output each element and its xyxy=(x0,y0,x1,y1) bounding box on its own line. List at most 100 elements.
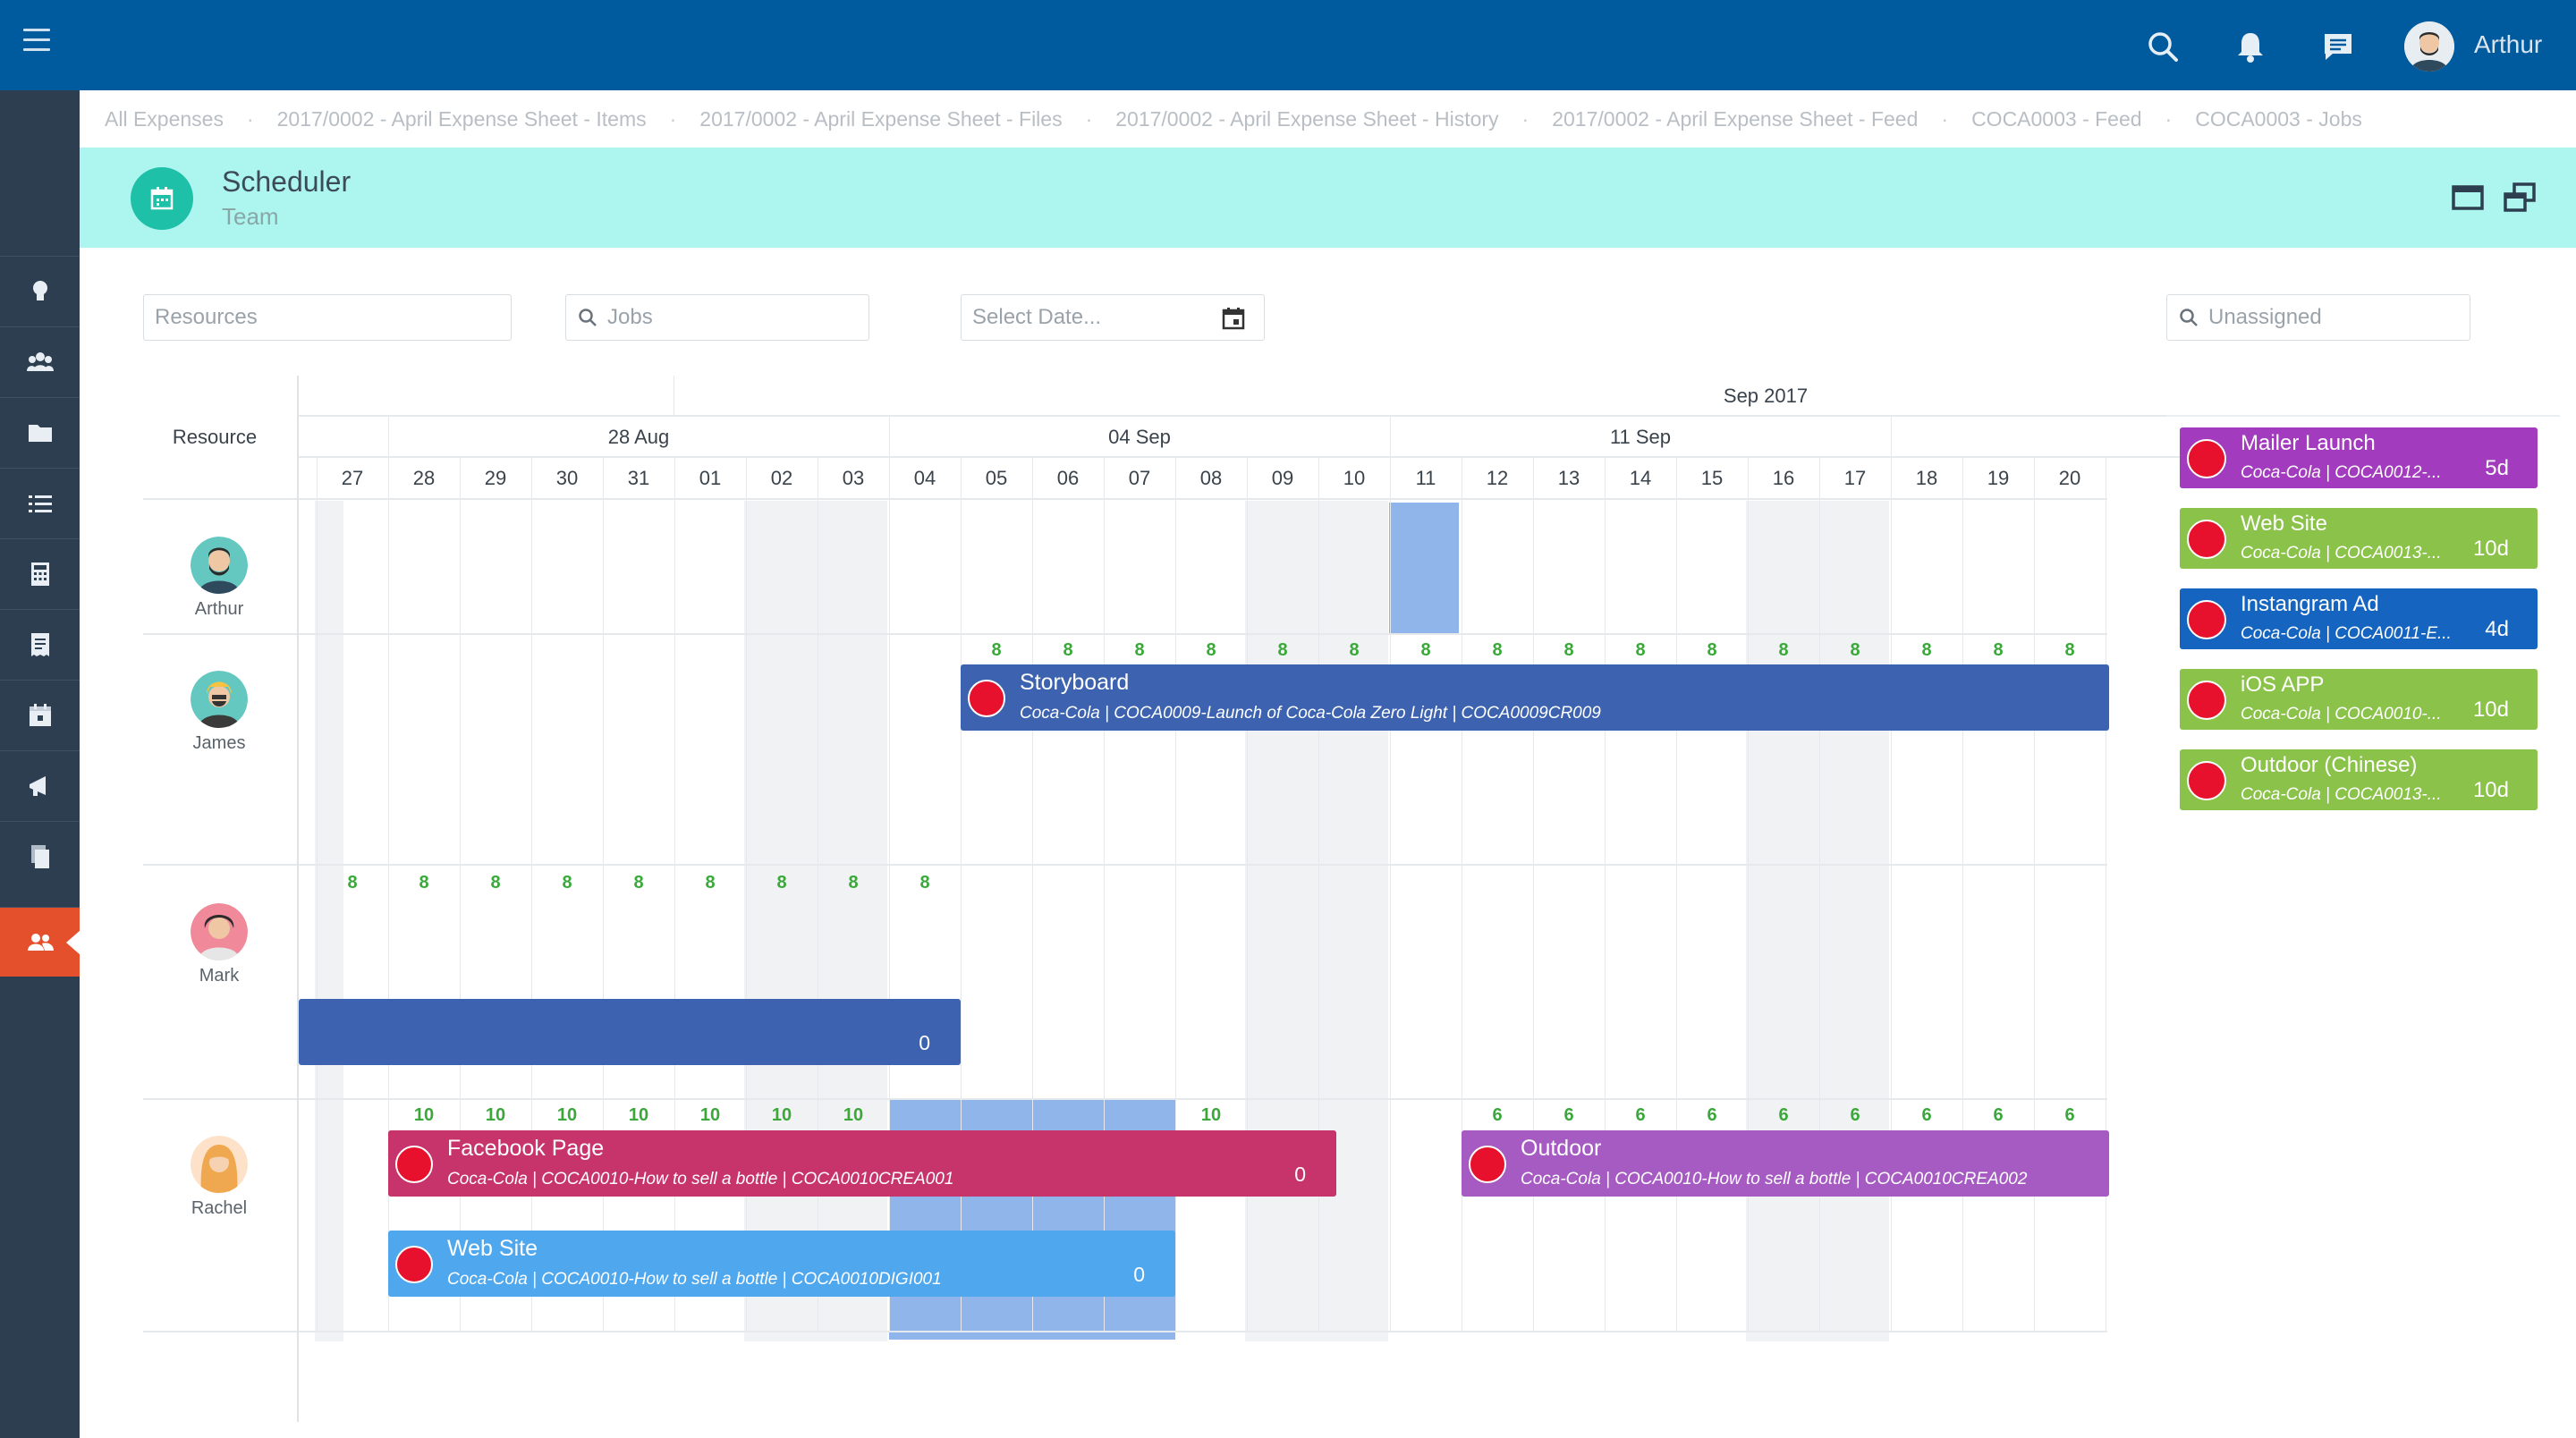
unassigned-job-card[interactable]: Mailer Launch Coca-Cola | COCA0012-... 5… xyxy=(2180,427,2538,488)
grid-line xyxy=(143,864,2107,866)
job-duration: 4d xyxy=(2485,617,2509,641)
calculator-icon[interactable] xyxy=(0,538,80,608)
resource-mark[interactable]: Mark xyxy=(143,903,295,986)
grid-line xyxy=(297,376,299,1422)
grid-line xyxy=(1962,456,1963,1332)
grid-line xyxy=(1390,415,1391,456)
maximize-window-icon[interactable] xyxy=(2450,180,2486,216)
tab-expense-items[interactable]: 2017/0002 - April Expense Sheet - Items xyxy=(276,106,647,131)
hours-label: 8 xyxy=(1993,640,2004,660)
day-label: 01 xyxy=(699,467,722,489)
tab-separator: · xyxy=(1085,106,1093,131)
grid-line xyxy=(1891,415,1892,456)
hours-label: 8 xyxy=(1206,640,1216,660)
week-label: 04 Sep xyxy=(1108,426,1171,448)
resource-james[interactable]: James xyxy=(143,671,295,754)
calendar-icon[interactable] xyxy=(0,680,80,749)
hamburger-menu-icon[interactable] xyxy=(23,29,50,54)
unassigned-placeholder: Unassigned xyxy=(2208,305,2322,329)
unassigned-job-card[interactable]: Outdoor (Chinese) Coca-Cola | COCA0013-.… xyxy=(2180,749,2538,810)
hours-label: 6 xyxy=(1778,1105,1789,1125)
tab-coca0003-feed[interactable]: COCA0003 - Feed xyxy=(1971,106,2142,131)
tab-separator: · xyxy=(1941,106,1949,131)
tab-separator: · xyxy=(246,106,254,131)
tab-expense-feed[interactable]: 2017/0002 - April Expense Sheet - Feed xyxy=(1552,106,1919,131)
receipt-icon[interactable] xyxy=(0,609,80,679)
hours-label: 10 xyxy=(556,1105,578,1125)
hours-label: 8 xyxy=(419,873,429,892)
job-duration: 10d xyxy=(2472,778,2509,802)
task-bar-storyboard[interactable]: Storyboard Coca-Cola | COCA0009-Launch o… xyxy=(961,664,2109,731)
coca-cola-logo-icon xyxy=(2187,761,2226,800)
tab-coca0003-jobs[interactable]: COCA0003 - Jobs xyxy=(2195,106,2362,131)
hours-label: 6 xyxy=(1492,1105,1503,1125)
coca-cola-logo-icon xyxy=(2187,439,2226,478)
hours-label: 8 xyxy=(1277,640,1288,660)
unassigned-job-card[interactable]: Web Site Coca-Cola | COCA0013-... 10d xyxy=(2180,508,2538,569)
hours-label: 8 xyxy=(2064,640,2075,660)
notifications-bell-icon[interactable] xyxy=(2233,29,2268,64)
week-label: 28 Aug xyxy=(607,426,670,448)
task-value: 0 xyxy=(919,1031,930,1054)
coca-cola-logo-icon xyxy=(2187,520,2226,559)
day-label: 18 xyxy=(1915,467,1938,489)
calendar-icon[interactable] xyxy=(1221,306,1246,331)
folder-icon[interactable] xyxy=(0,397,80,467)
arthur-booking-highlight[interactable] xyxy=(1389,503,1459,633)
resource-name: Mark xyxy=(199,966,240,985)
avatar xyxy=(191,537,248,594)
grid-line xyxy=(317,456,318,1332)
coca-cola-logo-icon xyxy=(395,1146,433,1183)
messages-icon[interactable] xyxy=(2320,29,2356,64)
jobs-filter-input[interactable]: Jobs xyxy=(565,294,869,341)
grid-line xyxy=(531,456,532,1332)
megaphone-icon[interactable] xyxy=(0,750,80,820)
task-bar-outdoor[interactable]: Outdoor Coca-Cola | COCA0010-How to sell… xyxy=(1462,1130,2109,1197)
lightbulb-icon[interactable] xyxy=(0,256,80,326)
tab-separator: · xyxy=(2165,106,2173,131)
day-label: 11 xyxy=(1415,467,1436,489)
weekend-column xyxy=(1245,501,1388,1341)
unassigned-job-card[interactable]: iOS APP Coca-Cola | COCA0010-... 10d xyxy=(2180,669,2538,730)
user-avatar[interactable] xyxy=(2404,21,2454,72)
grid-line xyxy=(297,415,2256,417)
grid-line xyxy=(889,415,890,456)
task-bar-mark[interactable]: 0 xyxy=(299,999,961,1065)
job-subtitle: Coca-Cola | COCA0012-... xyxy=(2241,463,2442,482)
users-icon[interactable] xyxy=(0,907,80,977)
task-value: 0 xyxy=(1294,1163,1306,1186)
resources-filter-input[interactable]: Resources xyxy=(143,294,512,341)
hours-label: 8 xyxy=(919,873,930,892)
user-name[interactable]: Arthur xyxy=(2474,30,2543,58)
hours-label: 8 xyxy=(705,873,716,892)
task-bar-facebook-page[interactable]: Facebook Page Coca-Cola | COCA0010-How t… xyxy=(388,1130,1336,1197)
tab-expense-history[interactable]: 2017/0002 - April Expense Sheet - Histor… xyxy=(1115,106,1499,131)
restore-window-icon[interactable] xyxy=(2502,180,2538,216)
grid-line xyxy=(1318,456,1319,1332)
page-title: Scheduler xyxy=(222,165,352,198)
hours-label: 10 xyxy=(413,1105,435,1125)
job-duration: 5d xyxy=(2485,456,2509,480)
month-label: Sep 2017 xyxy=(1723,385,1809,407)
unassigned-divider xyxy=(2166,415,2560,417)
grid-line xyxy=(2034,456,2035,1332)
search-icon[interactable] xyxy=(2145,29,2181,64)
task-title: Storyboard xyxy=(1020,670,1130,695)
tab-expense-files[interactable]: 2017/0002 - April Expense Sheet - Files xyxy=(699,106,1063,131)
team-icon[interactable] xyxy=(0,326,80,396)
hours-label: 10 xyxy=(1200,1105,1222,1125)
day-label: 08 xyxy=(1199,467,1223,489)
day-label: 17 xyxy=(1843,467,1867,489)
grid-line xyxy=(143,633,2107,635)
task-bar-web-site[interactable]: Web Site Coca-Cola | COCA0010-How to sel… xyxy=(388,1231,1175,1297)
tab-all-expenses[interactable]: All Expenses xyxy=(105,106,224,131)
resource-column-header: Resource xyxy=(172,426,258,448)
list-icon[interactable] xyxy=(0,468,80,537)
date-picker-input[interactable]: Select Date... xyxy=(961,294,1265,341)
unassigned-job-card[interactable]: Instangram Ad Coca-Cola | COCA0011-E... … xyxy=(2180,588,2538,649)
documents-icon[interactable] xyxy=(0,821,80,891)
resource-rachel[interactable]: Rachel xyxy=(143,1136,295,1219)
unassigned-filter-input[interactable]: Unassigned xyxy=(2166,294,2470,341)
resource-arthur[interactable]: Arthur xyxy=(143,537,295,620)
task-title: Web Site xyxy=(447,1236,538,1261)
